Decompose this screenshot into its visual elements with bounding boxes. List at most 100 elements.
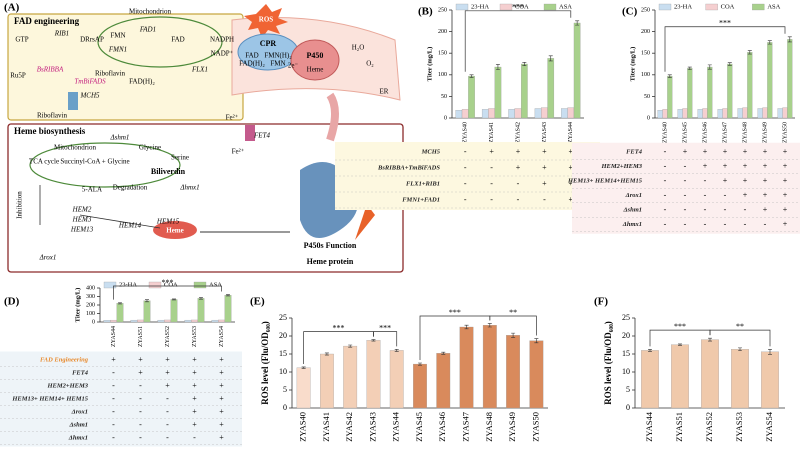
x-tick-label: ZYAS41 — [489, 122, 495, 143]
diagram-label: Succinyl-CoA + Glycine — [60, 158, 129, 166]
legend-label: 23-HA — [471, 3, 489, 10]
transporter — [68, 92, 78, 110]
y-tick-label: 0 — [647, 115, 650, 121]
table-mark: + — [743, 176, 748, 185]
table-mark: + — [192, 420, 197, 429]
table-row-label: Δshm1 — [622, 206, 642, 213]
diagram-label: FAD — [245, 52, 258, 60]
diagram-label: H₂O — [352, 44, 365, 52]
significance-bracket — [113, 285, 222, 300]
table-row-label: MCH5 — [421, 148, 441, 155]
table-mark: - — [517, 195, 520, 204]
diagram-label: Fe²⁺ — [232, 148, 245, 156]
x-tick-label: ZYAS53 — [734, 412, 744, 442]
legend-swatch — [543, 3, 557, 11]
y-axis-label: Titer (mg/L) — [426, 47, 433, 82]
table-mark: + — [783, 190, 788, 199]
x-tick-label: ZYAS50 — [782, 122, 788, 143]
mitochondrion — [29, 142, 181, 188]
table-mark: - — [704, 190, 707, 199]
diagram-label: FET4 — [253, 132, 270, 140]
x-tick-label: ZYAS44 — [644, 411, 654, 442]
diagram-label: Δshm1 — [110, 134, 130, 142]
bar — [320, 353, 334, 409]
error-bar — [394, 349, 399, 352]
diagram-label: Biliverdin — [151, 167, 186, 176]
bar — [218, 319, 225, 323]
y-tick-label: 250 — [641, 7, 650, 13]
error-bar — [225, 294, 230, 297]
bar — [561, 108, 568, 119]
y-tick-label: 25 — [622, 313, 630, 322]
x-tick-label: ZYAS50 — [530, 412, 540, 442]
significance-bracket — [489, 315, 537, 336]
error-bar — [464, 324, 469, 330]
x-tick-label: ZYAS44 — [111, 326, 117, 347]
legend-label: ASA — [767, 3, 780, 10]
diagram-label: Serine — [171, 154, 189, 162]
table-mark: + — [165, 355, 170, 364]
bar — [143, 300, 151, 323]
protein-shape — [345, 175, 375, 240]
table-mark: + — [516, 163, 521, 172]
bar — [677, 109, 683, 119]
bar — [573, 22, 581, 119]
table-mark: + — [683, 147, 688, 156]
legend-label: COA — [164, 281, 178, 288]
error-bar — [687, 66, 692, 70]
diagram-label: FMN — [270, 60, 285, 68]
bar — [777, 108, 783, 119]
error-bar — [648, 349, 652, 352]
table-row-label: HEM2+HEM3 — [600, 163, 642, 170]
x-tick-label: ZYAS46 — [702, 122, 708, 143]
diagram-label: TCA cycle — [29, 158, 59, 166]
diagram-label: FMN(H)₂ — [264, 52, 292, 60]
diagram-label: FAD1 — [139, 26, 156, 34]
table-row-label: Δrox1 — [625, 192, 642, 199]
y-axis-label: Titer (mg/L) — [629, 47, 636, 82]
panel-label: (A) — [4, 2, 20, 14]
table-row-label: FLX1+RIB1 — [406, 180, 440, 187]
error-bar — [171, 298, 176, 301]
error-bar — [738, 347, 742, 352]
error-bar — [575, 20, 580, 26]
table-mark: - — [139, 420, 142, 429]
x-tick-label: ZYAS46 — [437, 412, 447, 442]
bar — [567, 107, 575, 119]
error-bar — [522, 61, 527, 67]
table-mark: + — [763, 161, 768, 170]
bar — [110, 319, 117, 323]
significance-label: *** — [333, 323, 345, 332]
table-mark: - — [543, 195, 546, 204]
bar — [747, 52, 753, 119]
diagram-label: FMN1 — [108, 46, 127, 54]
bar — [137, 319, 144, 323]
bar — [737, 108, 743, 119]
x-tick-label: ZYAS41 — [321, 412, 331, 442]
significance-bracket — [709, 329, 771, 347]
x-tick-label: ZYAS44 — [391, 411, 401, 442]
bar — [697, 109, 703, 119]
significance-bracket — [373, 331, 398, 347]
diagram-label: RIB1 — [54, 30, 69, 38]
x-tick-label: ZYAS54 — [219, 326, 225, 347]
table-mark: - — [464, 163, 467, 172]
pathway-arrow — [39, 185, 161, 229]
y-axis-label: ROS level (Flu/OD₆₀₀) — [260, 321, 270, 405]
table-mark: + — [723, 176, 728, 185]
bar — [547, 58, 555, 119]
diagram-label: Δrox1 — [39, 254, 57, 262]
error-bar — [117, 302, 122, 305]
bar — [657, 110, 663, 119]
table-mark: + — [569, 195, 574, 204]
diagram-label: HEM14 — [118, 222, 142, 230]
bar — [170, 299, 178, 323]
legend-swatch — [148, 281, 162, 289]
table-mark: - — [684, 161, 687, 170]
x-tick-label: ZYAS48 — [742, 122, 748, 143]
legend-swatch — [752, 3, 765, 11]
table-mark: + — [763, 147, 768, 156]
table-mark: + — [783, 205, 788, 214]
table-mark: + — [192, 355, 197, 364]
x-tick-label: ZYAS54 — [764, 411, 774, 442]
